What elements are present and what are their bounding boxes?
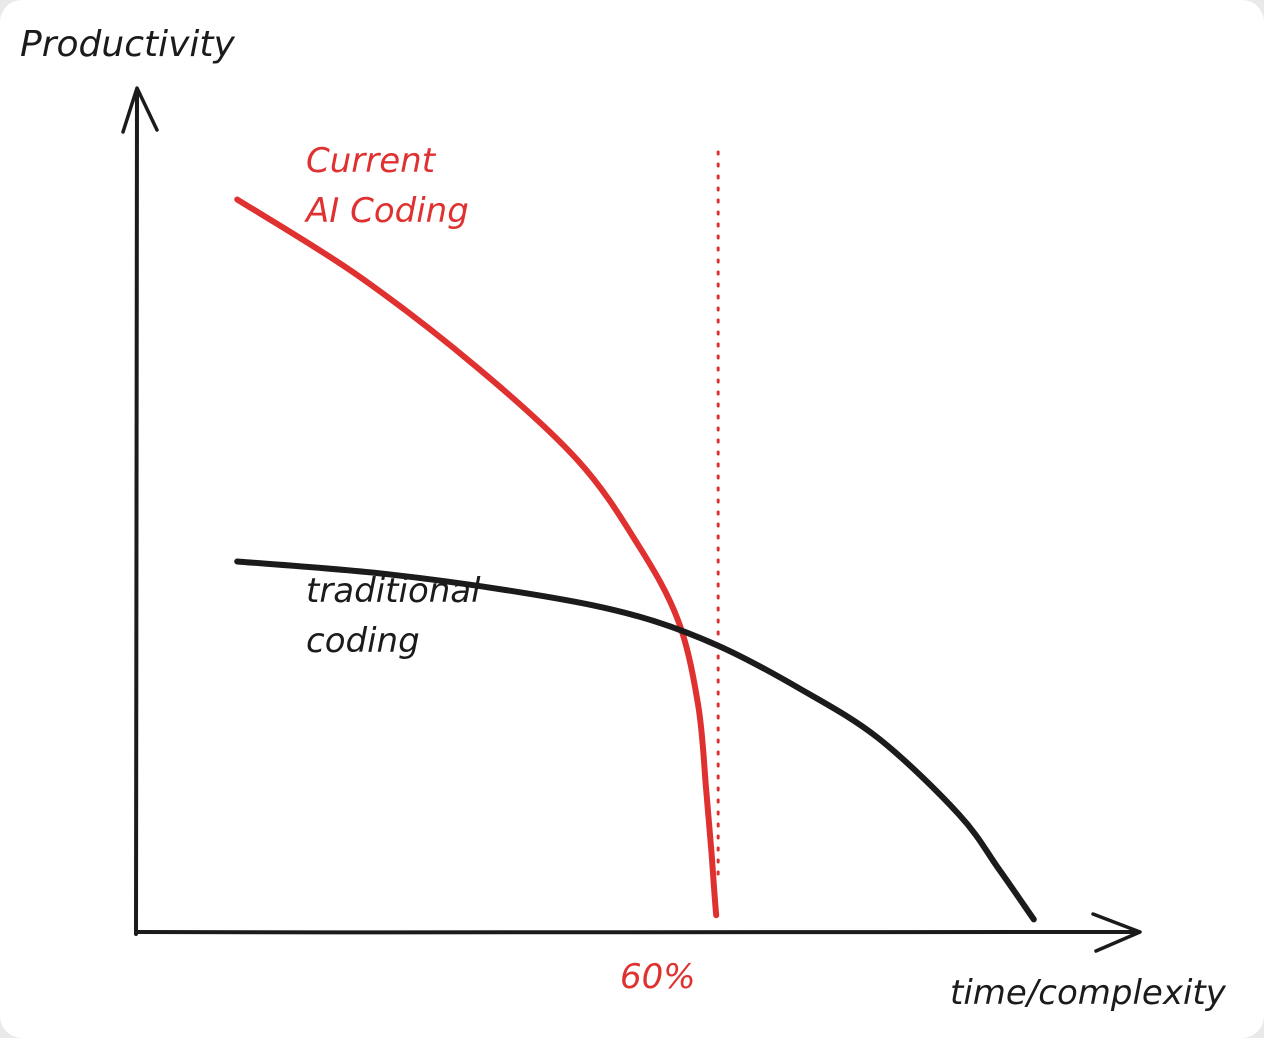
traditional-series-label-line1: traditional bbox=[306, 571, 481, 611]
axes bbox=[121, 86, 1142, 953]
y-axis-label: Productivity bbox=[20, 24, 236, 65]
y-axis-arrow-icon bbox=[121, 86, 159, 134]
threshold-label: 60% bbox=[620, 957, 696, 997]
ai-series-label-line1: Current bbox=[306, 141, 437, 181]
series-line-traditional-coding bbox=[234, 558, 1037, 923]
series-line-ai-coding bbox=[234, 196, 720, 919]
series-layer bbox=[234, 196, 1037, 923]
x-axis-label: time/complexity bbox=[950, 973, 1227, 1013]
traditional-series-label-line2: coding bbox=[306, 621, 420, 661]
x-axis-arrow-icon bbox=[1091, 912, 1142, 953]
ai-series-label-line2: AI Coding bbox=[304, 191, 469, 231]
y-axis-line bbox=[133, 88, 139, 936]
